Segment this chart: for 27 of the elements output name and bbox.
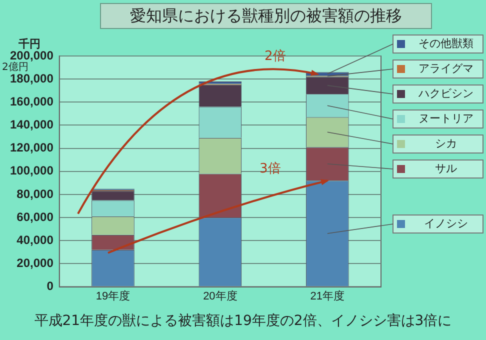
y-tick-label: 100,000 bbox=[10, 164, 54, 178]
x-tick-label: 19年度 bbox=[96, 289, 130, 302]
text: 2億円 bbox=[2, 62, 28, 74]
x-tick-label: 20年度 bbox=[203, 289, 238, 302]
y-tick-label: 0 bbox=[46, 279, 54, 294]
y-tick-label: 40,000 bbox=[16, 232, 54, 247]
annotation: 3倍 bbox=[260, 162, 281, 177]
text: シカ bbox=[435, 136, 457, 150]
y-tick-label: 140,000 bbox=[10, 118, 54, 132]
legend-label: ハクビシン bbox=[418, 86, 474, 100]
y-tick-label: 120,000 bbox=[10, 140, 54, 155]
text: 平成21年度の獣による被害額は19年度の2倍、イノシシ害は3倍に bbox=[33, 312, 453, 330]
y-tick-label: 60,000 bbox=[16, 210, 54, 224]
legend-label: ヌートリア bbox=[418, 112, 474, 125]
text: サル bbox=[435, 162, 457, 175]
legend-label: イノシシ bbox=[424, 216, 468, 230]
annotation: 2倍 bbox=[264, 49, 286, 64]
legend-label: アライグマ bbox=[418, 62, 474, 75]
y-tick-label: 180,000 bbox=[10, 71, 54, 86]
chart-title: 愛知県における獣種別の被害額の推移 bbox=[100, 3, 432, 29]
y-tick-label: 200,000 bbox=[10, 48, 54, 62]
y-tick-label: 20,000 bbox=[16, 256, 54, 270]
y-tick-label: 80,000 bbox=[16, 186, 54, 201]
x-tick-label: 21年度 bbox=[310, 289, 345, 302]
y-axis-title: 千円 bbox=[17, 37, 40, 50]
y-tick-label: 160,000 bbox=[10, 94, 54, 108]
legend-label: その他獣類 bbox=[418, 36, 474, 50]
